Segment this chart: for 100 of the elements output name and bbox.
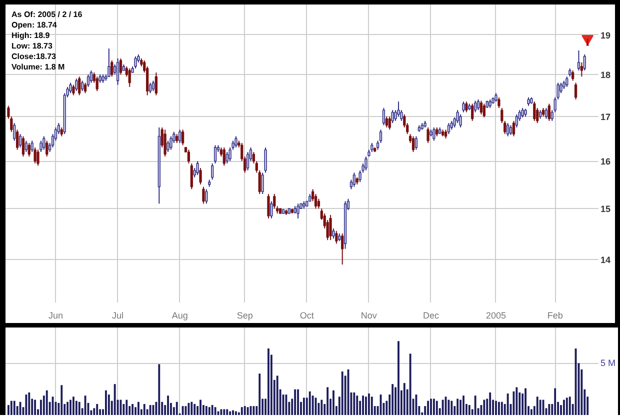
candlestick	[234, 136, 238, 148]
candlestick	[267, 193, 270, 219]
annotation: High: 18.9	[12, 31, 50, 40]
candlestick	[78, 76, 81, 96]
x-tick-label: Aug	[172, 310, 188, 320]
candlestick	[214, 144, 217, 164]
candlestick	[30, 140, 34, 152]
candlestick	[28, 142, 30, 158]
candlestick	[18, 134, 22, 148]
candlestick	[412, 136, 415, 152]
candlestick	[385, 116, 388, 128]
candlestick	[560, 82, 562, 94]
candlestick	[296, 203, 300, 219]
candlestick	[358, 170, 362, 183]
candlestick	[202, 186, 205, 204]
candlestick	[164, 129, 166, 158]
candlestick	[134, 56, 137, 69]
candlestick	[16, 129, 19, 150]
candlestick	[199, 168, 202, 185]
candlestick	[414, 136, 418, 150]
candlestick	[580, 62, 583, 78]
candlestick	[352, 172, 356, 188]
x-tick-label: Dec	[422, 310, 440, 320]
candlestick	[228, 146, 232, 162]
candlestick	[364, 156, 368, 171]
x-tick-label: Oct	[300, 310, 314, 320]
candlestick	[388, 116, 391, 130]
candlestick	[476, 98, 480, 111]
candlestick	[471, 103, 474, 122]
candlestick	[447, 122, 450, 135]
candlestick	[332, 228, 335, 240]
candlestick	[480, 100, 483, 115]
candlestick	[119, 58, 122, 76]
candlestick	[506, 122, 510, 137]
candlestick	[166, 140, 170, 152]
candlestick	[270, 200, 273, 219]
candlestick	[397, 101, 400, 118]
candlestick	[426, 126, 430, 144]
candlestick	[261, 172, 264, 194]
candlestick	[148, 82, 152, 94]
candlestick	[152, 80, 155, 92]
y-tick-label: 5 M	[600, 358, 616, 368]
annotation: Volume: 1.8 M	[12, 62, 66, 72]
candlestick	[72, 84, 75, 96]
x-tick-label: Nov	[360, 310, 378, 320]
candlestick	[482, 103, 486, 118]
candlestick	[512, 120, 516, 137]
candlestick	[96, 76, 98, 92]
y-tick-label: 16	[600, 156, 611, 167]
candlestick	[110, 60, 114, 78]
candlestick	[370, 142, 374, 152]
candlestick	[465, 101, 468, 113]
candlestick	[187, 149, 190, 164]
candlestick	[572, 70, 574, 82]
candlestick	[81, 80, 84, 92]
y-tick-label: 17	[600, 112, 611, 122]
candlestick	[432, 126, 436, 142]
candlestick	[226, 151, 228, 164]
y-tick-label: 14	[600, 254, 611, 265]
candlestick	[69, 82, 72, 94]
candlestick	[317, 198, 320, 210]
candlestick	[583, 54, 586, 71]
annotation: Low: 18.73	[12, 42, 53, 50]
candlestick	[566, 76, 568, 88]
candlestick	[75, 78, 78, 92]
candlestick	[391, 110, 394, 124]
candlestick	[341, 232, 344, 266]
candlestick	[34, 146, 36, 164]
candlestick	[515, 114, 518, 128]
candlestick	[116, 58, 120, 86]
candlestick	[154, 72, 158, 96]
candlestick	[190, 162, 193, 190]
candlestick	[13, 122, 16, 142]
candlestick	[509, 124, 512, 136]
x-tick-label: Jul	[112, 310, 124, 320]
candlestick	[521, 107, 524, 118]
candlestick	[273, 193, 276, 210]
x-tick-label: 2005	[486, 310, 506, 320]
candlestick	[498, 96, 500, 108]
x-tick-label: Feb	[547, 310, 563, 320]
candlestick	[181, 129, 184, 146]
candlestick	[42, 136, 46, 150]
y-tick-label: 15	[600, 204, 611, 214]
candlestick	[544, 107, 548, 120]
candlestick	[329, 214, 332, 241]
candlestick	[40, 140, 42, 152]
candlestick	[128, 68, 131, 88]
candlestick	[533, 101, 536, 122]
candlestick	[22, 136, 25, 158]
candlestick	[196, 160, 199, 176]
candlestick	[462, 101, 465, 113]
candlestick	[246, 151, 250, 171]
candlestick	[205, 188, 208, 204]
x-tick-label: Jun	[48, 310, 63, 320]
candlestick	[108, 48, 110, 78]
candlestick	[456, 110, 459, 124]
candlestick	[178, 129, 182, 144]
candlestick	[170, 136, 172, 150]
candlestick	[577, 50, 580, 71]
annotation: Open: 18.74	[12, 20, 58, 30]
